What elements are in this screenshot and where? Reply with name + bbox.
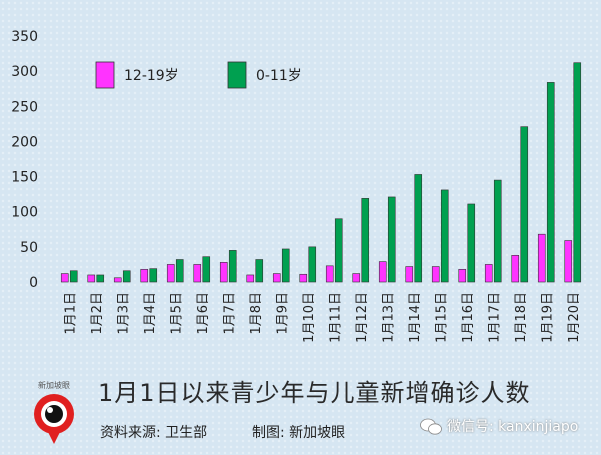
x-tick-label: 1月5日 xyxy=(169,292,184,335)
bar-age-12-19 xyxy=(325,265,334,283)
y-tick-label: 350 xyxy=(11,29,38,45)
x-tick-label: 1月2日 xyxy=(90,292,105,335)
x-tick-label: 1月7日 xyxy=(222,292,237,335)
x-axis: 1月1日 1月2日 1月3日 1月4日 1月5日 1月6日 1月7日 1月8日 1月9日 1月10… xyxy=(63,292,582,343)
y-tick-label: 200 xyxy=(11,134,38,150)
bar-age-0-11 xyxy=(228,250,237,283)
bar-age-12-19 xyxy=(166,264,175,283)
bar-age-12-19 xyxy=(219,262,228,283)
bar-age-0-11 xyxy=(361,198,370,283)
bar-age-12-19 xyxy=(378,261,387,283)
x-tick-label: 1月20日 xyxy=(567,292,582,343)
x-tick-label: 1月9日 xyxy=(275,292,290,335)
legend-swatch xyxy=(95,61,115,89)
logo-icon: 新加坡眼 xyxy=(34,380,74,444)
x-tick-label: 1月14日 xyxy=(408,292,423,343)
legend-label: 12-19岁 xyxy=(124,68,179,84)
bar-age-0-11 xyxy=(546,82,555,283)
x-tick-label: 1月15日 xyxy=(434,292,449,343)
bar-age-12-19 xyxy=(511,254,520,283)
x-tick-label: 1月1日 xyxy=(63,292,78,335)
y-tick-label: 50 xyxy=(20,240,38,256)
bar-age-0-11 xyxy=(493,179,502,283)
bar-age-12-19 xyxy=(537,233,546,283)
bar-age-0-11 xyxy=(440,189,449,283)
bar-age-12-19 xyxy=(60,273,69,283)
bar-age-12-19 xyxy=(140,269,149,283)
bar-age-0-11 xyxy=(520,126,529,283)
x-tick-label: 1月10日 xyxy=(302,292,317,343)
x-tick-label: 1月13日 xyxy=(381,292,396,343)
y-tick-label: 250 xyxy=(11,99,38,115)
bar-age-12-19 xyxy=(246,274,255,283)
x-tick-label: 1月3日 xyxy=(116,292,131,335)
x-tick-label: 1月8日 xyxy=(249,292,264,335)
bar-age-12-19 xyxy=(272,273,281,283)
bar-age-0-11 xyxy=(387,196,396,283)
bar-age-0-11 xyxy=(255,259,264,283)
bar-age-0-11 xyxy=(414,174,423,283)
x-tick-label: 1月11日 xyxy=(328,292,343,343)
bar-age-0-11 xyxy=(69,270,78,283)
bar-age-12-19 xyxy=(87,274,96,283)
bar-age-0-11 xyxy=(149,268,158,283)
bar-age-12-19 xyxy=(352,273,361,283)
x-tick-label: 1月4日 xyxy=(143,292,158,335)
y-tick-label: 150 xyxy=(11,170,38,186)
bar-age-0-11 xyxy=(202,256,211,283)
bar-age-12-19 xyxy=(458,269,467,283)
x-tick-label: 1月17日 xyxy=(487,292,502,343)
x-tick-label: 1月18日 xyxy=(514,292,529,343)
bar-age-0-11 xyxy=(122,270,131,283)
legend: 12-19岁 0-11岁 xyxy=(95,61,302,89)
bar-age-0-11 xyxy=(467,203,476,283)
x-tick-label: 1月16日 xyxy=(461,292,476,343)
wechat-id-text: 微信号: kanxinjiapo xyxy=(447,419,579,435)
bar-age-0-11 xyxy=(281,248,290,283)
bar-age-0-11 xyxy=(308,246,317,283)
wechat-icon xyxy=(420,418,442,435)
chart-maker: 制图: 新加坡眼 xyxy=(252,425,346,441)
bars xyxy=(60,62,582,283)
bar-age-0-11 xyxy=(573,62,582,283)
y-tick-label: 300 xyxy=(11,64,38,80)
y-tick-label: 0 xyxy=(29,275,38,291)
legend-swatch xyxy=(227,61,247,89)
bar-age-0-11 xyxy=(334,218,343,283)
x-tick-label: 1月12日 xyxy=(355,292,370,343)
chart-title: 1月1日以来青少年与儿童新增确诊人数 xyxy=(98,379,531,407)
y-tick-label: 100 xyxy=(11,205,38,221)
y-axis: 0 50 100 150 200 250 300 350 xyxy=(11,29,38,291)
bar-age-12-19 xyxy=(405,266,414,283)
bar-age-12-19 xyxy=(299,273,308,283)
logo-text: 新加坡眼 xyxy=(38,380,70,390)
bar-age-12-19 xyxy=(484,264,493,283)
x-tick-label: 1月6日 xyxy=(196,292,211,335)
bar-age-0-11 xyxy=(96,274,105,283)
bar-age-12-19 xyxy=(193,264,202,283)
bar-age-12-19 xyxy=(113,277,122,283)
bar-age-12-19 xyxy=(564,240,573,283)
bar-age-0-11 xyxy=(175,259,184,283)
wechat-id: 微信号: kanxinjiapo xyxy=(420,416,578,436)
data-source: 资料来源: 卫生部 xyxy=(100,425,208,441)
x-tick-label: 1月19日 xyxy=(540,292,555,343)
legend-label: 0-11岁 xyxy=(256,68,302,84)
bar-age-12-19 xyxy=(431,266,440,283)
